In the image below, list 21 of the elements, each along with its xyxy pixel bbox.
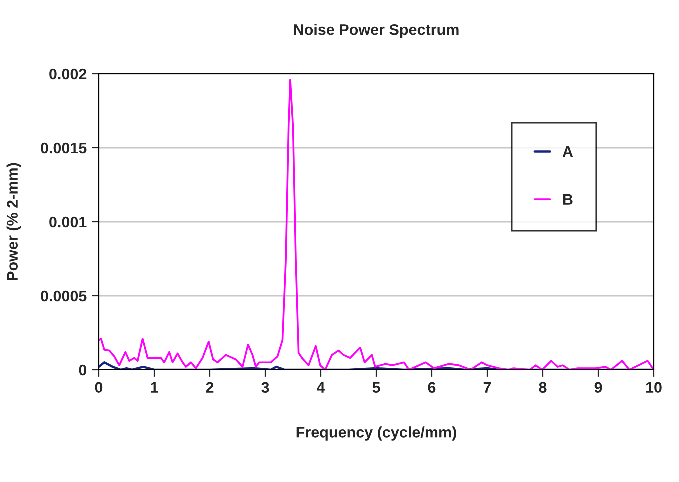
y-tick-label: 0 bbox=[79, 364, 87, 376]
y-tick-label: 0.002 bbox=[50, 68, 87, 80]
x-axis-title: Frequency (cycle/mm) bbox=[296, 426, 456, 441]
x-tick-label: 1 bbox=[151, 382, 158, 393]
x-tick-label: 7 bbox=[484, 382, 492, 393]
x-tick-label: 3 bbox=[262, 382, 270, 394]
x-tick-label: 2 bbox=[206, 382, 214, 393]
x-tick-label: 0 bbox=[95, 382, 103, 394]
x-tick-label: 9 bbox=[594, 382, 602, 394]
legend-label: A bbox=[562, 146, 574, 158]
chart-title: Noise Power Spectrum bbox=[294, 24, 459, 38]
x-tick-label: 10 bbox=[646, 382, 662, 394]
x-tick-label: 6 bbox=[428, 382, 436, 394]
y-axis-title: Power (% 2-mm) bbox=[6, 163, 22, 280]
y-tick-label: 0.001 bbox=[50, 216, 87, 228]
y-tick-label: 0.0005 bbox=[41, 290, 87, 302]
y-tick-label: 0.0015 bbox=[41, 142, 87, 154]
x-tick-label: 5 bbox=[372, 382, 380, 394]
x-tick-label: 4 bbox=[316, 382, 326, 393]
legend-label: B bbox=[563, 194, 573, 205]
x-tick-label: 8 bbox=[539, 382, 547, 394]
